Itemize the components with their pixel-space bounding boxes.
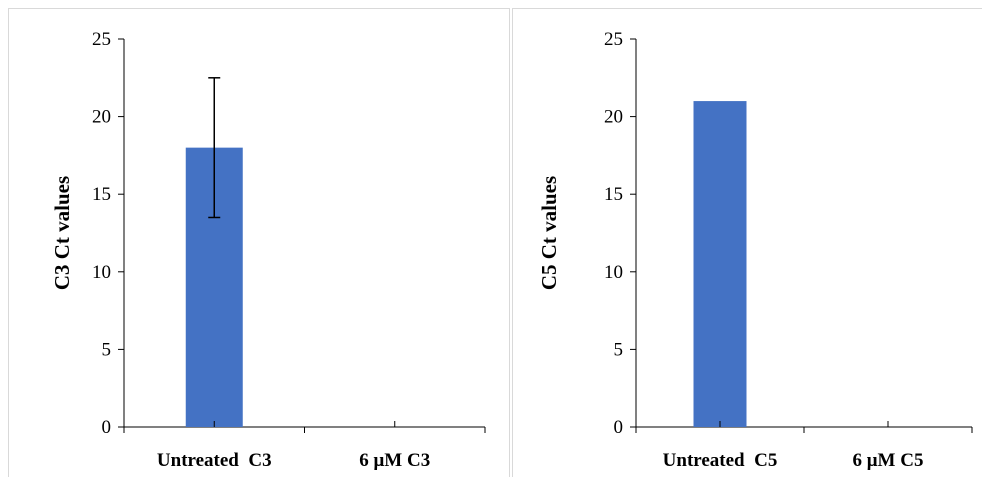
- x-category-label: 6 μM C5: [853, 450, 924, 471]
- y-tick-label: 20: [604, 107, 623, 128]
- y-tick-label: 15: [92, 184, 111, 205]
- x-category-label: 6 μM C3: [359, 450, 430, 471]
- y-tick-label: 10: [92, 262, 111, 283]
- chart-panel-c5: 0 5 10 15 20 25 Untreated C5 6 μM C5 C5 Ct value…: [512, 8, 982, 477]
- y-axis-title: C3 Ct values: [50, 176, 74, 290]
- chart-panel-c3: 0 5 10 15 20 25 Untreated C3 6 μM C3 C3 Ct value…: [8, 8, 510, 477]
- y-tick-label: 5: [614, 339, 624, 360]
- y-tick-label: 25: [92, 29, 111, 50]
- bar: [693, 101, 747, 427]
- c3-bar-chart: 0 5 10 15 20 25 Untreated C3 6 μM C3 C3 Ct value…: [50, 29, 486, 471]
- y-axis-title: C5 Ct values: [537, 176, 561, 290]
- y-tick-label: 10: [604, 262, 623, 283]
- y-tick-label: 25: [604, 29, 623, 50]
- c5-bar-chart: 0 5 10 15 20 25 Untreated C5 6 μM C5 C5 Ct value…: [537, 29, 973, 471]
- y-tick-label: 15: [604, 184, 623, 205]
- y-tick-label: 0: [102, 417, 112, 438]
- x-category-label: Untreated C3: [157, 450, 272, 471]
- y-tick-label: 20: [92, 107, 111, 128]
- x-category-label: Untreated C5: [663, 450, 778, 471]
- y-tick-label: 0: [614, 417, 624, 438]
- y-tick-label: 5: [102, 339, 112, 360]
